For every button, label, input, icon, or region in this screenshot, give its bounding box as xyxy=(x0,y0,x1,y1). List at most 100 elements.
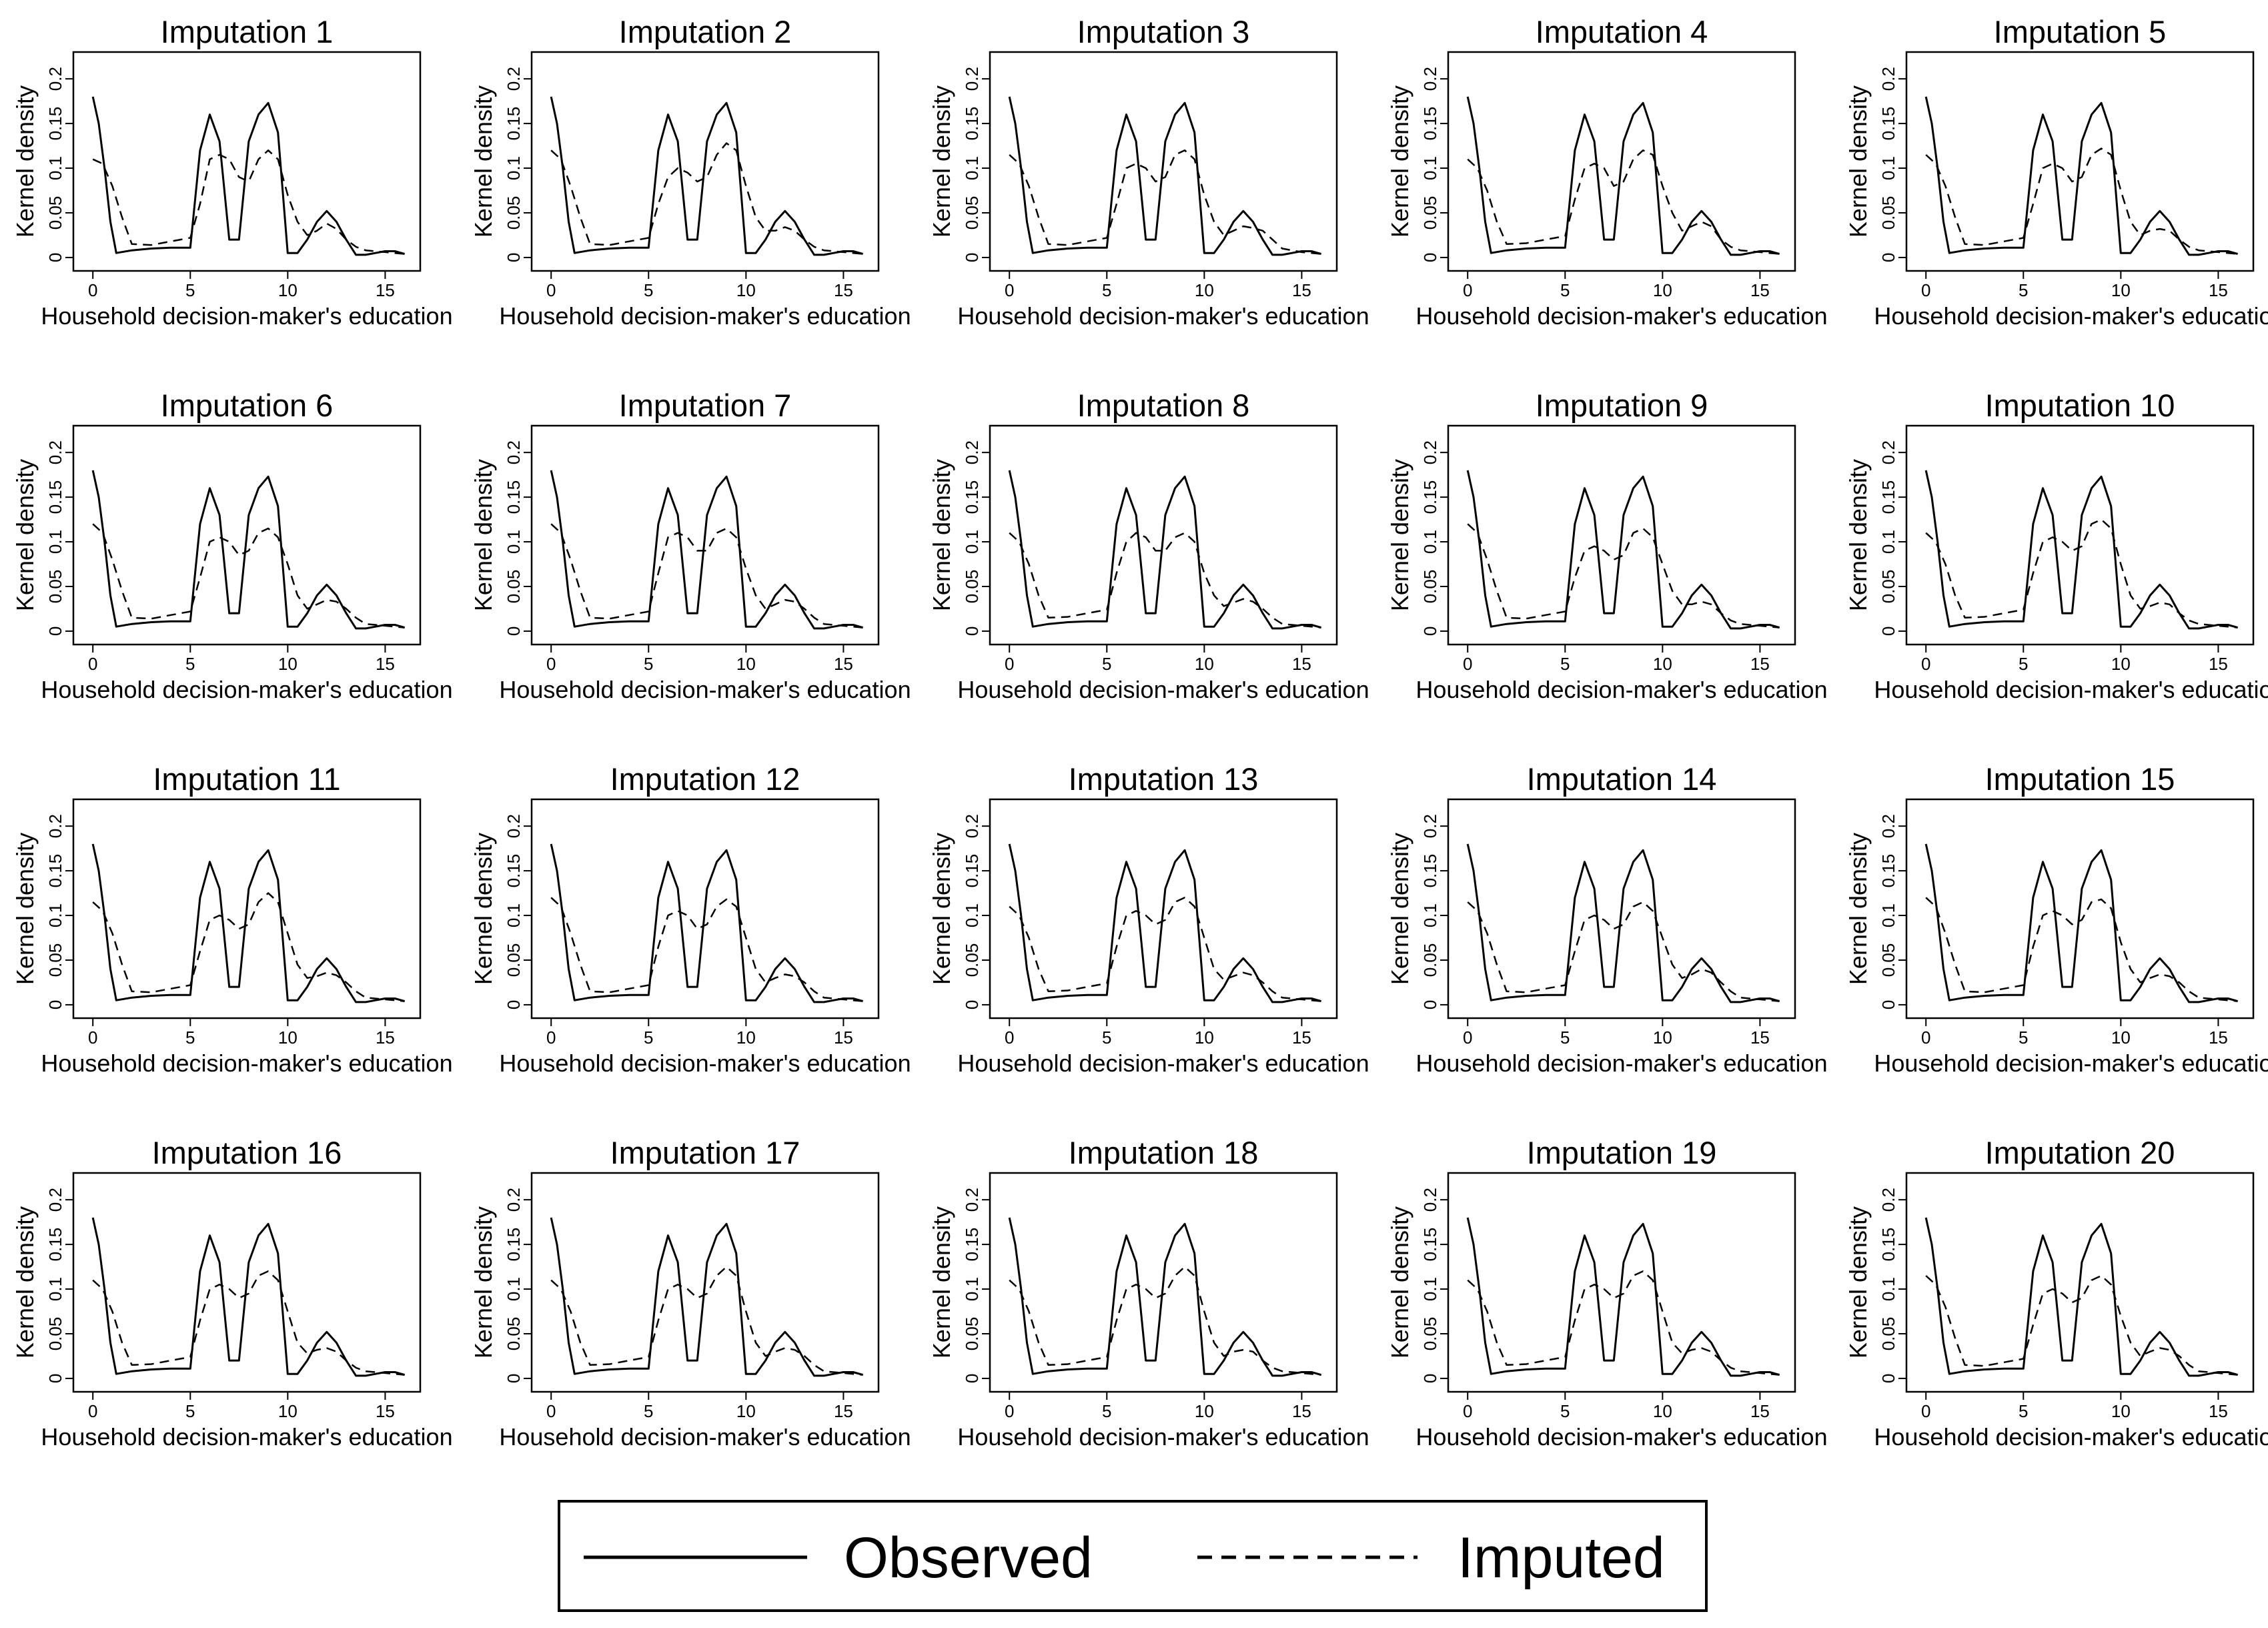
y-axis-title: Kernel density xyxy=(11,833,39,985)
y-tick-label: 0.1 xyxy=(45,156,65,180)
y-axis-title: Kernel density xyxy=(1386,459,1413,611)
y-tick-label: 0.15 xyxy=(1420,854,1440,888)
panel-title: Imputation 18 xyxy=(1069,1135,1259,1170)
y-tick-label: 0.15 xyxy=(1420,480,1440,514)
imputed-density-line xyxy=(92,149,405,255)
x-tick-label: 10 xyxy=(2111,1401,2131,1421)
x-tick-label: 15 xyxy=(1750,1028,1770,1048)
x-tick-label: 15 xyxy=(1292,1028,1311,1048)
legend-observed-label: Observed xyxy=(844,1526,1093,1590)
y-tick-label: 0.2 xyxy=(45,814,65,838)
y-tick-label: 0 xyxy=(45,253,65,262)
x-tick-label: 10 xyxy=(2111,280,2131,300)
imputed-density-line xyxy=(1009,1266,1321,1376)
y-tick-label: 0.2 xyxy=(45,1188,65,1212)
plot-frame xyxy=(1447,51,1796,272)
x-tick-label: 15 xyxy=(1750,280,1770,300)
y-tick-label: 0.2 xyxy=(1878,1188,1898,1212)
x-tick-label: 5 xyxy=(2019,1028,2028,1048)
x-tick-label: 5 xyxy=(1560,654,1570,674)
y-axis-title: Kernel density xyxy=(470,1206,497,1358)
x-tick-label: 15 xyxy=(2209,280,2228,300)
x-tick-label: 10 xyxy=(2111,654,2131,674)
x-tick-label: 15 xyxy=(1750,1401,1770,1421)
x-axis-title: Household decision-maker's education xyxy=(41,1423,452,1451)
y-axis-title: Kernel density xyxy=(928,85,955,238)
plot-frame xyxy=(1447,424,1796,646)
imputed-density-line xyxy=(1009,532,1321,629)
y-tick-label: 0.1 xyxy=(1420,530,1440,554)
x-tick-label: 0 xyxy=(1463,654,1472,674)
plot-frame xyxy=(530,798,880,1020)
y-tick-label: 0.1 xyxy=(1878,530,1898,554)
y-tick-label: 0.2 xyxy=(1878,67,1898,91)
y-axis-title: Kernel density xyxy=(1844,459,1872,611)
y-tick-label: 0.05 xyxy=(45,570,65,604)
y-tick-label: 0.05 xyxy=(962,196,982,230)
y-tick-label: 0.1 xyxy=(1878,1277,1898,1301)
observed-density-line xyxy=(1466,1217,1780,1377)
y-tick-label: 0.15 xyxy=(962,480,982,514)
x-tick-label: 0 xyxy=(88,280,97,300)
x-tick-label: 10 xyxy=(1653,654,1672,674)
y-tick-label: 0.05 xyxy=(504,196,524,230)
y-axis-title: Kernel density xyxy=(1844,1206,1872,1358)
x-tick-label: 10 xyxy=(1195,654,1214,674)
x-axis-title: Household decision-maker's education xyxy=(1415,676,1827,703)
x-tick-label: 15 xyxy=(834,1028,853,1048)
y-tick-label: 0.1 xyxy=(1878,903,1898,927)
y-tick-label: 0.05 xyxy=(1420,196,1440,230)
y-tick-label: 0.15 xyxy=(1420,1228,1440,1262)
plot-frame xyxy=(1905,1172,2255,1393)
y-tick-label: 0.2 xyxy=(1878,440,1898,464)
plot-frame xyxy=(1905,51,2255,272)
y-axis-title: Kernel density xyxy=(928,1206,955,1358)
y-tick-label: 0.05 xyxy=(504,570,524,604)
y-tick-label: 0 xyxy=(1878,1374,1898,1383)
x-axis-title: Household decision-maker's education xyxy=(1874,676,2268,703)
imputed-density-line xyxy=(92,1270,405,1376)
x-tick-label: 0 xyxy=(1921,654,1930,674)
x-tick-label: 0 xyxy=(546,1028,556,1048)
y-tick-label: 0.15 xyxy=(1878,107,1898,141)
imputed-density-line xyxy=(550,897,863,1002)
y-tick-label: 0 xyxy=(1878,1000,1898,1009)
y-tick-label: 0.15 xyxy=(504,1228,524,1262)
y-tick-label: 0.1 xyxy=(1420,156,1440,180)
panel-title: Imputation 7 xyxy=(619,388,792,423)
x-axis-title: Household decision-maker's education xyxy=(499,302,911,330)
x-tick-label: 10 xyxy=(278,280,298,300)
y-tick-label: 0.1 xyxy=(504,530,524,554)
x-tick-label: 5 xyxy=(185,280,195,300)
panel-title: Imputation 1 xyxy=(161,14,334,49)
y-tick-label: 0.1 xyxy=(962,156,982,180)
y-axis-title: Kernel density xyxy=(470,833,497,985)
y-axis-title: Kernel density xyxy=(928,833,955,985)
y-tick-label: 0.15 xyxy=(45,1228,65,1262)
x-tick-label: 10 xyxy=(1195,1401,1214,1421)
plot-frame xyxy=(989,424,1338,646)
x-tick-label: 15 xyxy=(834,280,853,300)
y-tick-label: 0.15 xyxy=(962,854,982,888)
x-tick-label: 10 xyxy=(1653,1401,1672,1421)
imputed-density-line xyxy=(1467,149,1780,255)
x-tick-label: 15 xyxy=(1292,654,1311,674)
panel-title: Imputation 15 xyxy=(1985,761,2175,797)
panel-4: Imputation 4 0 0.05 0.1 0.15 0.2 Kernel densit… xyxy=(1386,14,1828,330)
y-tick-label: 0.05 xyxy=(962,943,982,977)
x-tick-label: 10 xyxy=(278,1401,298,1421)
x-axis-title: Household decision-maker's education xyxy=(499,1050,911,1077)
x-tick-label: 15 xyxy=(1750,654,1770,674)
observed-density-line xyxy=(1008,470,1322,630)
y-tick-label: 0 xyxy=(504,253,524,262)
plot-frame xyxy=(1905,424,2255,646)
x-tick-label: 0 xyxy=(1921,1401,1930,1421)
y-tick-label: 0.2 xyxy=(1420,440,1440,464)
y-tick-label: 0.05 xyxy=(962,570,982,604)
imputed-density-line xyxy=(92,523,405,629)
panel-title: Imputation 8 xyxy=(1077,388,1250,423)
y-tick-label: 0.1 xyxy=(45,530,65,554)
x-tick-label: 5 xyxy=(1102,1401,1111,1421)
